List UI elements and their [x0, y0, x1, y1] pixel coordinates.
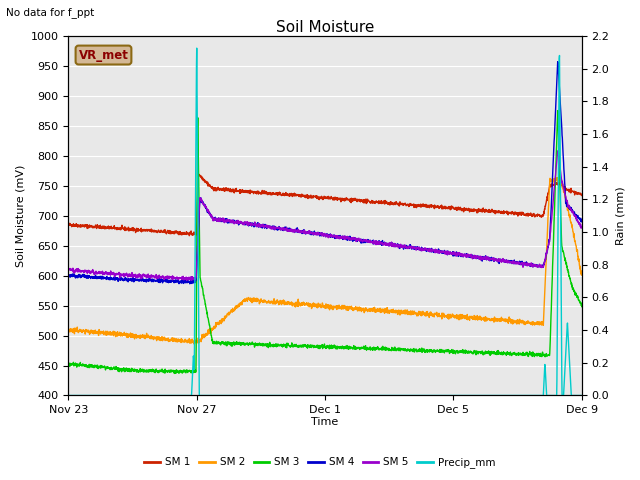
Y-axis label: Rain (mm): Rain (mm): [615, 186, 625, 245]
Precip_mm: [469, 393, 477, 398]
SM 5: [563, 198, 571, 204]
SM 1: [91, 224, 99, 230]
SM 3: [469, 351, 477, 357]
Line: SM 2: SM 2: [68, 178, 582, 344]
SM 3: [564, 267, 572, 273]
SM 4: [578, 217, 586, 223]
Precip_mm: [578, 393, 586, 398]
Precip_mm: [301, 393, 308, 398]
SM 1: [578, 192, 586, 198]
SM 4: [564, 203, 572, 208]
Line: Precip_mm: Precip_mm: [68, 48, 582, 396]
Line: SM 4: SM 4: [68, 62, 582, 284]
SM 4: [314, 230, 322, 236]
SM 3: [301, 342, 308, 348]
X-axis label: Time: Time: [312, 417, 339, 427]
Line: SM 1: SM 1: [68, 174, 582, 236]
SM 3: [91, 362, 99, 368]
SM 4: [563, 204, 571, 209]
SM 2: [578, 272, 586, 278]
SM 3: [65, 361, 72, 367]
Precip_mm: [91, 393, 99, 398]
SM 2: [553, 175, 561, 180]
SM 5: [469, 254, 477, 260]
SM 2: [564, 207, 572, 213]
SM 4: [91, 276, 99, 281]
SM 4: [65, 274, 72, 279]
SM 3: [170, 371, 178, 376]
SM 2: [563, 204, 571, 210]
Text: No data for f_ppt: No data for f_ppt: [6, 7, 95, 18]
SM 2: [469, 315, 477, 321]
Line: SM 5: SM 5: [68, 151, 582, 280]
Y-axis label: Soil Moisture (mV): Soil Moisture (mV): [15, 165, 25, 267]
SM 2: [314, 300, 322, 306]
SM 4: [469, 255, 477, 261]
Precip_mm: [193, 45, 200, 51]
SM 5: [314, 230, 322, 236]
SM 5: [183, 277, 191, 283]
Title: Soil Moisture: Soil Moisture: [276, 20, 374, 35]
SM 5: [301, 228, 308, 233]
SM 3: [563, 265, 571, 271]
SM 1: [195, 171, 203, 177]
SM 2: [91, 330, 99, 336]
SM 1: [65, 221, 72, 227]
SM 3: [578, 304, 586, 310]
Legend: SM 1, SM 2, SM 3, SM 4, SM 5, Precip_mm: SM 1, SM 2, SM 3, SM 4, SM 5, Precip_mm: [140, 453, 500, 472]
Precip_mm: [563, 328, 571, 334]
SM 1: [564, 187, 572, 193]
SM 5: [91, 270, 99, 276]
SM 3: [314, 346, 322, 351]
Precip_mm: [314, 393, 322, 398]
SM 4: [186, 281, 194, 287]
SM 4: [301, 229, 308, 235]
SM 1: [301, 194, 308, 200]
SM 2: [190, 341, 198, 347]
SM 1: [186, 233, 193, 239]
SM 1: [563, 187, 571, 192]
SM 5: [578, 224, 586, 230]
Line: SM 3: SM 3: [68, 110, 582, 373]
SM 2: [301, 302, 308, 308]
SM 3: [554, 108, 561, 113]
SM 2: [65, 327, 72, 333]
SM 5: [564, 199, 572, 205]
Precip_mm: [563, 323, 571, 329]
SM 1: [469, 209, 477, 215]
SM 5: [65, 267, 72, 273]
SM 1: [315, 195, 323, 201]
SM 4: [554, 59, 561, 65]
Precip_mm: [65, 393, 72, 398]
SM 5: [554, 148, 562, 154]
Text: VR_met: VR_met: [79, 48, 129, 61]
